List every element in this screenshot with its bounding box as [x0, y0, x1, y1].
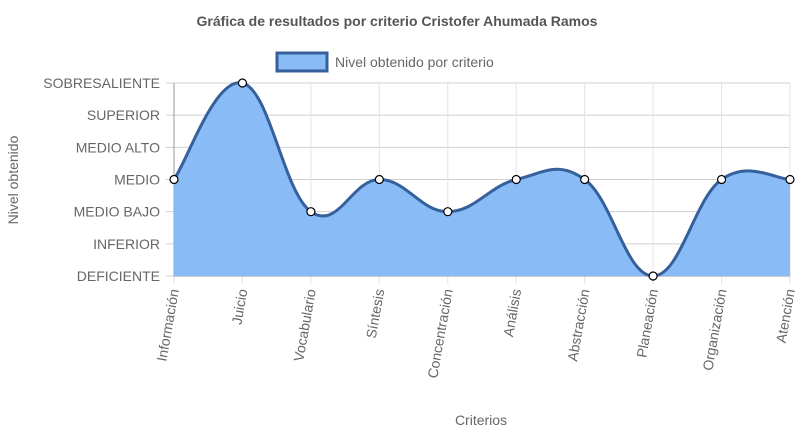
- x-tick-label: Abstracción: [564, 288, 592, 363]
- legend[interactable]: Nivel obtenido por criterio: [275, 51, 494, 73]
- legend-label: Nivel obtenido por criterio: [335, 54, 494, 70]
- y-tick-label: MEDIO ALTO: [76, 139, 160, 155]
- y-tick-label: MEDIO: [114, 172, 160, 188]
- series-area: [172, 81, 791, 278]
- y-axis-ticks: DEFICIENTE INFERIOR MEDIO BAJO MEDIO MEDIO A…: [43, 75, 160, 284]
- x-tick-label: Juicio: [228, 288, 250, 326]
- y-tick-label: DEFICIENTE: [77, 268, 160, 284]
- chart-title: Gráfica de resultados por criterio Crist…: [197, 13, 598, 29]
- data-points: [169, 78, 795, 281]
- legend-swatch: [275, 51, 329, 73]
- y-tick-label: MEDIO BAJO: [74, 204, 160, 220]
- y-tick-label: SOBRESALIENTE: [43, 75, 160, 91]
- data-point[interactable]: [648, 271, 658, 281]
- y-tick-label: INFERIOR: [93, 236, 160, 252]
- y-tick-label: SUPERIOR: [87, 107, 160, 123]
- x-axis-title: Criterios: [455, 412, 507, 428]
- series-area-fill: [174, 82, 790, 276]
- data-point[interactable]: [237, 78, 248, 88]
- x-tick-label: Concentración: [424, 288, 455, 380]
- data-point[interactable]: [511, 174, 521, 185]
- x-tick-label: Atención: [773, 288, 795, 344]
- series-line: [172, 81, 791, 278]
- data-point[interactable]: [169, 174, 179, 185]
- data-point[interactable]: [306, 207, 316, 217]
- data-point[interactable]: [785, 174, 795, 185]
- x-tick-label: Vocabulario: [290, 288, 318, 363]
- x-tick-label: Información: [153, 288, 181, 363]
- y-axis-title: Nivel obtenido: [5, 135, 21, 224]
- x-tick-label: Síntesis: [363, 288, 387, 340]
- data-point[interactable]: [443, 207, 453, 217]
- x-tick-label: Organización: [699, 288, 729, 372]
- data-point[interactable]: [374, 174, 384, 185]
- x-tick-label: Análisis: [500, 288, 524, 338]
- x-tick-label: Planeación: [633, 288, 661, 359]
- x-axis-ticks: Información Juicio Vocabulario Síntesis Conc…: [153, 288, 795, 380]
- data-point[interactable]: [580, 174, 590, 185]
- data-point[interactable]: [716, 174, 727, 185]
